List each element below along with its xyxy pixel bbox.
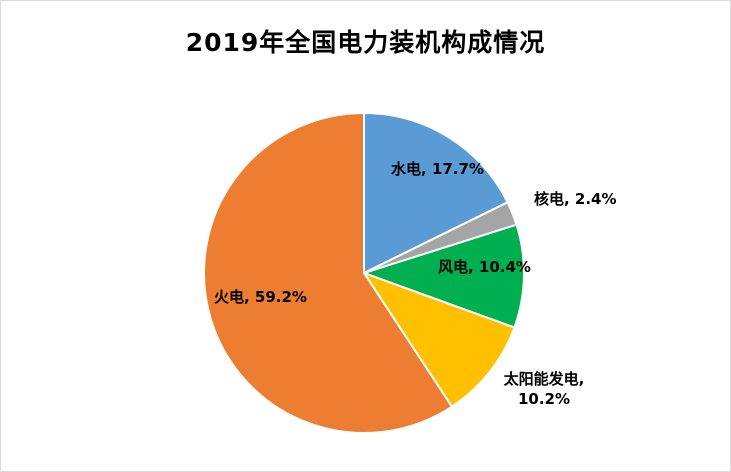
data-label-thermal: 火电, 59.2% [214, 288, 307, 306]
pie-slice-thermal [203, 112, 453, 434]
pie-slice-wind [363, 223, 525, 329]
data-label-nuclear: 核电, 2.4% [534, 190, 617, 208]
data-label-hydro: 水电, 17.7% [391, 160, 484, 178]
data-label-solar: 太阳能发电, 10.2% [503, 370, 585, 409]
pie-slice-hydro [363, 112, 509, 274]
pie-slice-solar [363, 272, 516, 408]
data-label-wind: 风电, 10.4% [438, 258, 531, 276]
chart-title: 2019年全国电力装机构成情况 [185, 28, 546, 57]
